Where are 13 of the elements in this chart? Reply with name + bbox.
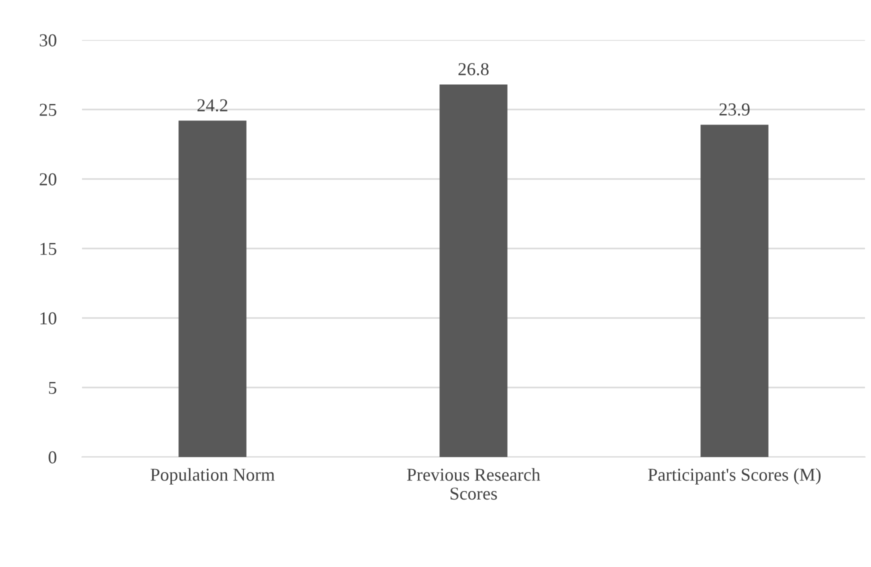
data-label: 26.8 [458,63,489,76]
x-tick-label: Participant's Scores (M) [648,468,821,484]
x-tick-label: Population Norm [150,468,275,484]
y-tick-label: 10 [40,312,56,324]
y-tick-label: 25 [40,104,56,116]
y-tick-label: 5 [49,382,56,394]
y-tick-label: 30 [40,34,56,46]
data-label: 24.2 [197,99,228,112]
y-tick-label: 0 [48,451,56,464]
y-tick-label: 20 [40,173,56,186]
x-tick-label: Previous Research Scores [407,468,540,500]
data-label: 23.9 [719,103,750,116]
y-tick-label: 15 [40,242,56,255]
